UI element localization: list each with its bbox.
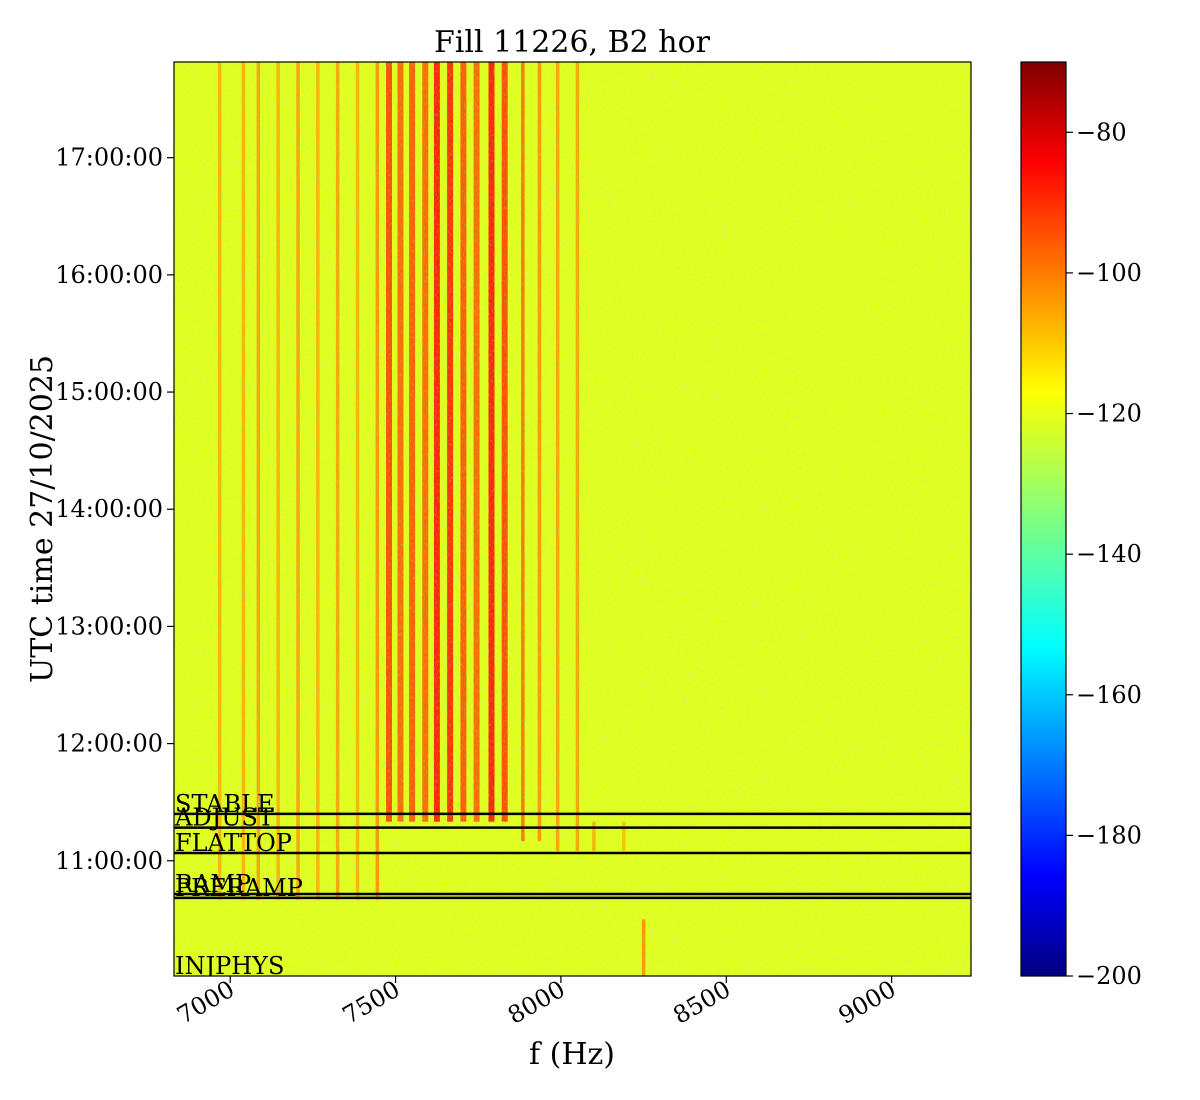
- y-tick-label: 11:00:00: [55, 847, 163, 875]
- chart-title: Fill 11226, B2 hor: [434, 25, 711, 60]
- y-axis-ticks: 11:00:00 12:00:00 13:00:00 14:00:00 15:00:00…: [55, 144, 174, 875]
- x-axis-label: f (Hz): [529, 1037, 615, 1072]
- beam-mode-label: ADJUST: [174, 804, 274, 832]
- beam-mode-label: STABLE: [175, 790, 275, 818]
- colorbar: [1020, 61, 1067, 977]
- colorbar-tick-label: −160: [1076, 681, 1142, 709]
- y-axis-label: UTC time 27/10/2025: [25, 355, 60, 683]
- plot-frame: [173, 61, 972, 977]
- beam-mode-label: FLATTOP: [175, 829, 292, 857]
- y-tick-label: 12:00:00: [55, 730, 163, 758]
- x-tick-label: 7500: [338, 975, 405, 1030]
- colorbar-tick-label: −180: [1076, 821, 1142, 849]
- x-tick-label: 8000: [503, 975, 570, 1030]
- colorbar-tick-label: −120: [1076, 400, 1142, 428]
- colorbar-ticks: −200 −180 −160 −140 −120 −100 −80: [1066, 118, 1142, 990]
- x-tick-label: 7000: [172, 975, 239, 1030]
- noise-texture: [174, 62, 971, 976]
- x-tick-label: 8500: [668, 975, 735, 1030]
- y-tick-label: 14:00:00: [55, 495, 163, 523]
- beam-mode-label: INJPHYS: [175, 952, 284, 980]
- colorbar-tick-label: −100: [1076, 259, 1142, 287]
- beam-mode-label: PRERAMP: [175, 874, 303, 902]
- x-tick-label: 9000: [834, 975, 901, 1030]
- y-tick-label: 13:00:00: [55, 612, 163, 640]
- colorbar-tick-label: −80: [1076, 118, 1127, 146]
- colorbar-tick-label: −140: [1076, 540, 1142, 568]
- colorbar-tick-label: −200: [1076, 962, 1142, 990]
- x-axis-ticks: 7000 7500 8000 8500 9000: [172, 975, 900, 1030]
- y-tick-label: 15:00:00: [55, 378, 163, 406]
- y-tick-label: 17:00:00: [55, 144, 163, 172]
- beam-mode-label: RAMP: [175, 870, 251, 898]
- y-tick-label: 16:00:00: [55, 261, 163, 289]
